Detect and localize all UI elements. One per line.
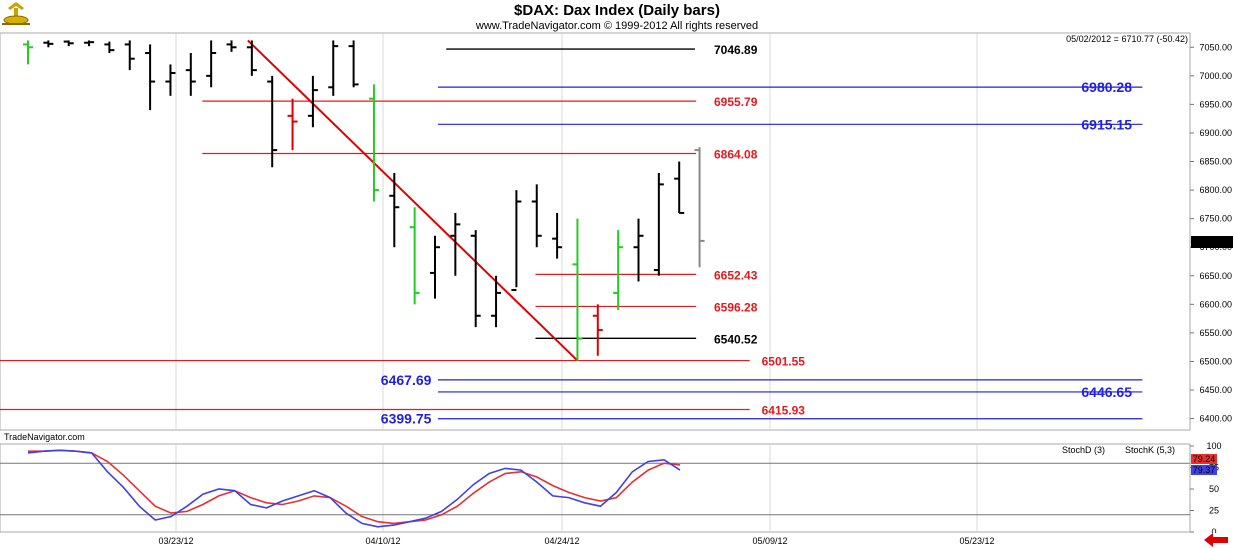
date-axis: 03/23/12 04/10/12 04/24/12 05/09/12 05/23/12: [158, 536, 994, 546]
chart-subtitle: www.TradeNavigator.com © 1999-2012 All r…: [475, 20, 758, 32]
price-bar: [165, 64, 176, 96]
price-panel-frame: [0, 32, 1191, 431]
price-tick-label: 6900.00: [1199, 128, 1232, 138]
price-bar: [470, 230, 481, 328]
stoch-k-line: [27, 449, 681, 528]
price-bar: [226, 40, 237, 52]
price-bar: [633, 218, 644, 282]
price-bar: [674, 161, 685, 214]
level-label: 6980.28: [1081, 79, 1132, 95]
level-label: 7046.89: [714, 43, 758, 57]
price-bar: [246, 40, 257, 76]
stoch-tick-label: 100: [1206, 441, 1221, 451]
price-bar: [287, 98, 298, 151]
stoch-tick-label: 50: [1209, 484, 1219, 494]
price-bar: [368, 84, 379, 202]
level-label: 6955.79: [714, 95, 758, 109]
price-bar: [267, 75, 278, 168]
stoch-d-readout: 79.24: [1193, 454, 1216, 464]
price-bar: [430, 235, 440, 299]
level-label: 6467.69: [381, 372, 432, 388]
date-tick-label: 04/24/12: [544, 536, 579, 546]
level-label: 6399.75: [381, 411, 432, 427]
trendline-group: [247, 39, 579, 362]
price-bar: [389, 172, 400, 248]
price-bar: [491, 275, 502, 328]
price-tick-label: 6800.00: [1199, 185, 1232, 195]
stoch-k-readout: 79.37: [1193, 465, 1216, 475]
stoch-tick-label: 25: [1209, 506, 1219, 516]
price-bar: [206, 40, 217, 88]
level-label: 6415.93: [762, 403, 806, 417]
level-label: 6864.08: [714, 147, 758, 161]
last-price-tag: [1191, 236, 1233, 248]
stoch-d-readout-bg: [1191, 454, 1217, 464]
price-tick-label: 7000.00: [1199, 71, 1232, 81]
level-label: 6596.28: [714, 300, 758, 314]
level-label: 6540.52: [714, 332, 758, 346]
price-bar: [23, 40, 33, 65]
price-bar: [63, 40, 74, 47]
price-bar: [328, 40, 339, 96]
price-bar: [145, 44, 156, 111]
level-label: 6652.43: [714, 268, 758, 282]
price-bar: [531, 184, 542, 248]
price-bar: [511, 190, 522, 292]
price-tick-label: 6550.00: [1199, 328, 1232, 338]
price-tick-label: 6850.00: [1199, 157, 1232, 167]
price-tick-label: 6500.00: [1199, 356, 1232, 366]
price-tick-label: 6600.00: [1199, 299, 1232, 309]
stochastic-panel-frame: [0, 443, 1191, 533]
price-bar: [84, 40, 95, 47]
price-tick-label: 6650.00: [1199, 271, 1232, 281]
logo-icon: [2, 2, 30, 25]
date-tick-label: 04/10/12: [365, 536, 400, 546]
price-bar: [552, 212, 563, 259]
level-label: 6501.55: [762, 355, 806, 369]
date-tick-label: 05/23/12: [959, 536, 994, 546]
price-bar: [592, 304, 603, 356]
price-bar: [450, 212, 461, 276]
level-lines: 7046.89 6980.28 6955.79 6915.15 6864.08 6652.…: [0, 43, 1143, 427]
watermark-label: TradeNavigator.com: [4, 432, 85, 442]
price-bars: [23, 40, 705, 361]
grid-lines: [175, 33, 978, 532]
price-tick-label: 6950.00: [1199, 99, 1232, 109]
price-tick-label: 7050.00: [1199, 42, 1232, 52]
price-bar: [613, 230, 624, 311]
header-readout: 05/02/2012 = 6710.77 (-50.42): [1066, 34, 1188, 44]
level-label: 6446.65: [1081, 384, 1132, 400]
stoch-k-label: StochK (5,3): [1125, 445, 1175, 455]
chart-title: $DAX: Dax Index (Daily bars): [514, 2, 720, 19]
price-tick-label: 6450.00: [1199, 385, 1232, 395]
last-price-label: 6710.77: [1196, 237, 1229, 247]
price-bar: [124, 40, 135, 71]
price-bar: [185, 52, 196, 96]
stoch-d-line: [28, 449, 681, 525]
trendline: [247, 39, 579, 362]
stochastic-lines: [0, 449, 1190, 528]
price-axis: 7050.00 7000.00 6950.00 6900.00 6850.00 6800.…: [1190, 42, 1232, 424]
price-bar: [572, 218, 583, 361]
price-tick-label: 6750.00: [1199, 214, 1232, 224]
price-bar: [409, 207, 420, 305]
price-bar: [694, 147, 705, 268]
stoch-d-label: StochD (3): [1062, 445, 1105, 455]
date-tick-label: 05/09/12: [752, 536, 787, 546]
price-bar: [348, 40, 359, 88]
price-bar: [307, 75, 318, 128]
stoch-k-readout-bg: [1191, 465, 1217, 475]
price-tick-label: 6400.00: [1199, 414, 1232, 424]
date-tick-label: 03/23/12: [158, 536, 193, 546]
level-label: 6915.15: [1081, 116, 1132, 132]
price-bar: [104, 41, 115, 53]
stoch-tick-label: 0: [1211, 527, 1216, 537]
price-bar: [653, 172, 664, 276]
price-bar: [43, 40, 54, 48]
scroll-right-arrow-icon[interactable]: [1202, 533, 1232, 547]
